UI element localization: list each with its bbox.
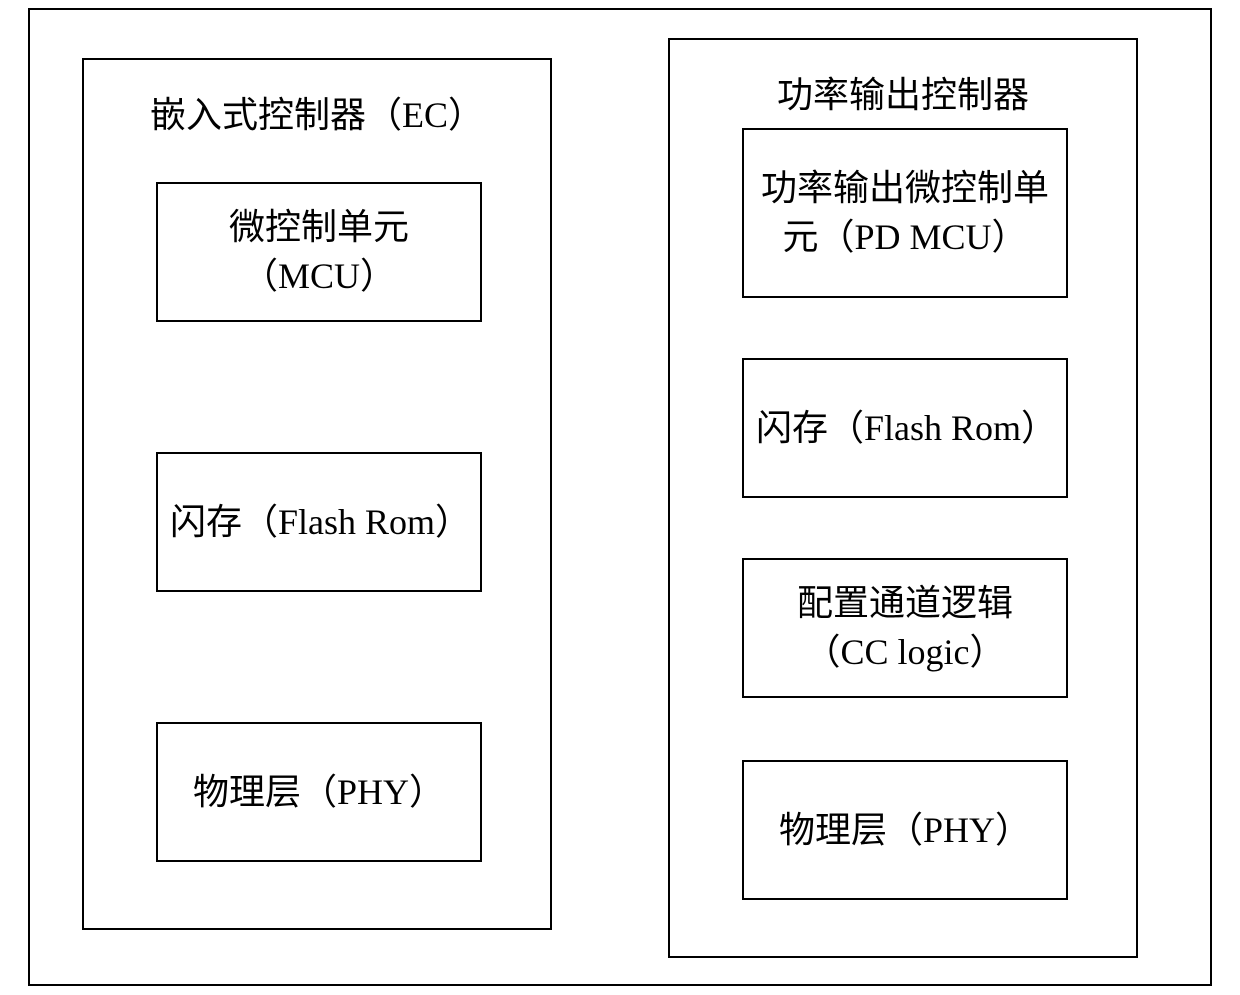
flash-rom-box-right: 闪存（Flash Rom） (742, 358, 1068, 498)
pd-mcu-label: 功率输出微控制单元（PD MCU） (756, 164, 1054, 261)
cc-logic-label: 配置通道逻辑（CC logic） (756, 579, 1054, 676)
left-controller-box: 嵌入式控制器（EC） 微控制单元（MCU） 闪存（Flash Rom） 物理层（… (82, 58, 552, 930)
mcu-box: 微控制单元（MCU） (156, 182, 482, 322)
flash-rom-box-left: 闪存（Flash Rom） (156, 452, 482, 592)
flash-rom-label-left: 闪存（Flash Rom） (170, 498, 468, 547)
left-controller-title: 嵌入式控制器（EC） (84, 60, 550, 159)
phy-box-left: 物理层（PHY） (156, 722, 482, 862)
right-controller-box: 功率输出控制器 功率输出微控制单元（PD MCU） 闪存（Flash Rom） … (668, 38, 1138, 958)
right-controller-title: 功率输出控制器 (670, 40, 1136, 139)
pd-mcu-box: 功率输出微控制单元（PD MCU） (742, 128, 1068, 298)
flash-rom-label-right: 闪存（Flash Rom） (756, 404, 1054, 453)
phy-box-right: 物理层（PHY） (742, 760, 1068, 900)
cc-logic-box: 配置通道逻辑（CC logic） (742, 558, 1068, 698)
phy-label-right: 物理层（PHY） (779, 806, 1031, 855)
outer-container: 嵌入式控制器（EC） 微控制单元（MCU） 闪存（Flash Rom） 物理层（… (28, 8, 1212, 986)
phy-label-left: 物理层（PHY） (193, 768, 445, 817)
mcu-label: 微控制单元（MCU） (170, 203, 468, 300)
